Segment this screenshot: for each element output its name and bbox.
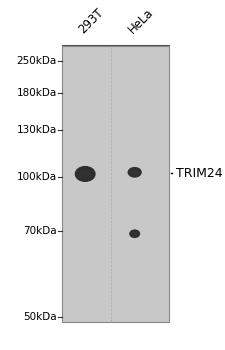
Ellipse shape bbox=[75, 166, 96, 182]
Text: 293T: 293T bbox=[76, 6, 106, 36]
Text: HeLa: HeLa bbox=[126, 6, 156, 36]
Ellipse shape bbox=[129, 229, 140, 238]
Ellipse shape bbox=[79, 170, 91, 177]
Bar bbox=[62, 46, 169, 322]
Text: 100kDa: 100kDa bbox=[16, 172, 57, 182]
Text: 250kDa: 250kDa bbox=[16, 56, 57, 66]
Ellipse shape bbox=[132, 232, 138, 236]
Text: 130kDa: 130kDa bbox=[16, 125, 57, 135]
Ellipse shape bbox=[128, 167, 142, 178]
Text: TRIM24: TRIM24 bbox=[176, 167, 222, 180]
Text: 70kDa: 70kDa bbox=[23, 226, 57, 236]
Ellipse shape bbox=[131, 170, 139, 175]
Text: 50kDa: 50kDa bbox=[23, 312, 57, 322]
Text: 180kDa: 180kDa bbox=[16, 88, 57, 98]
